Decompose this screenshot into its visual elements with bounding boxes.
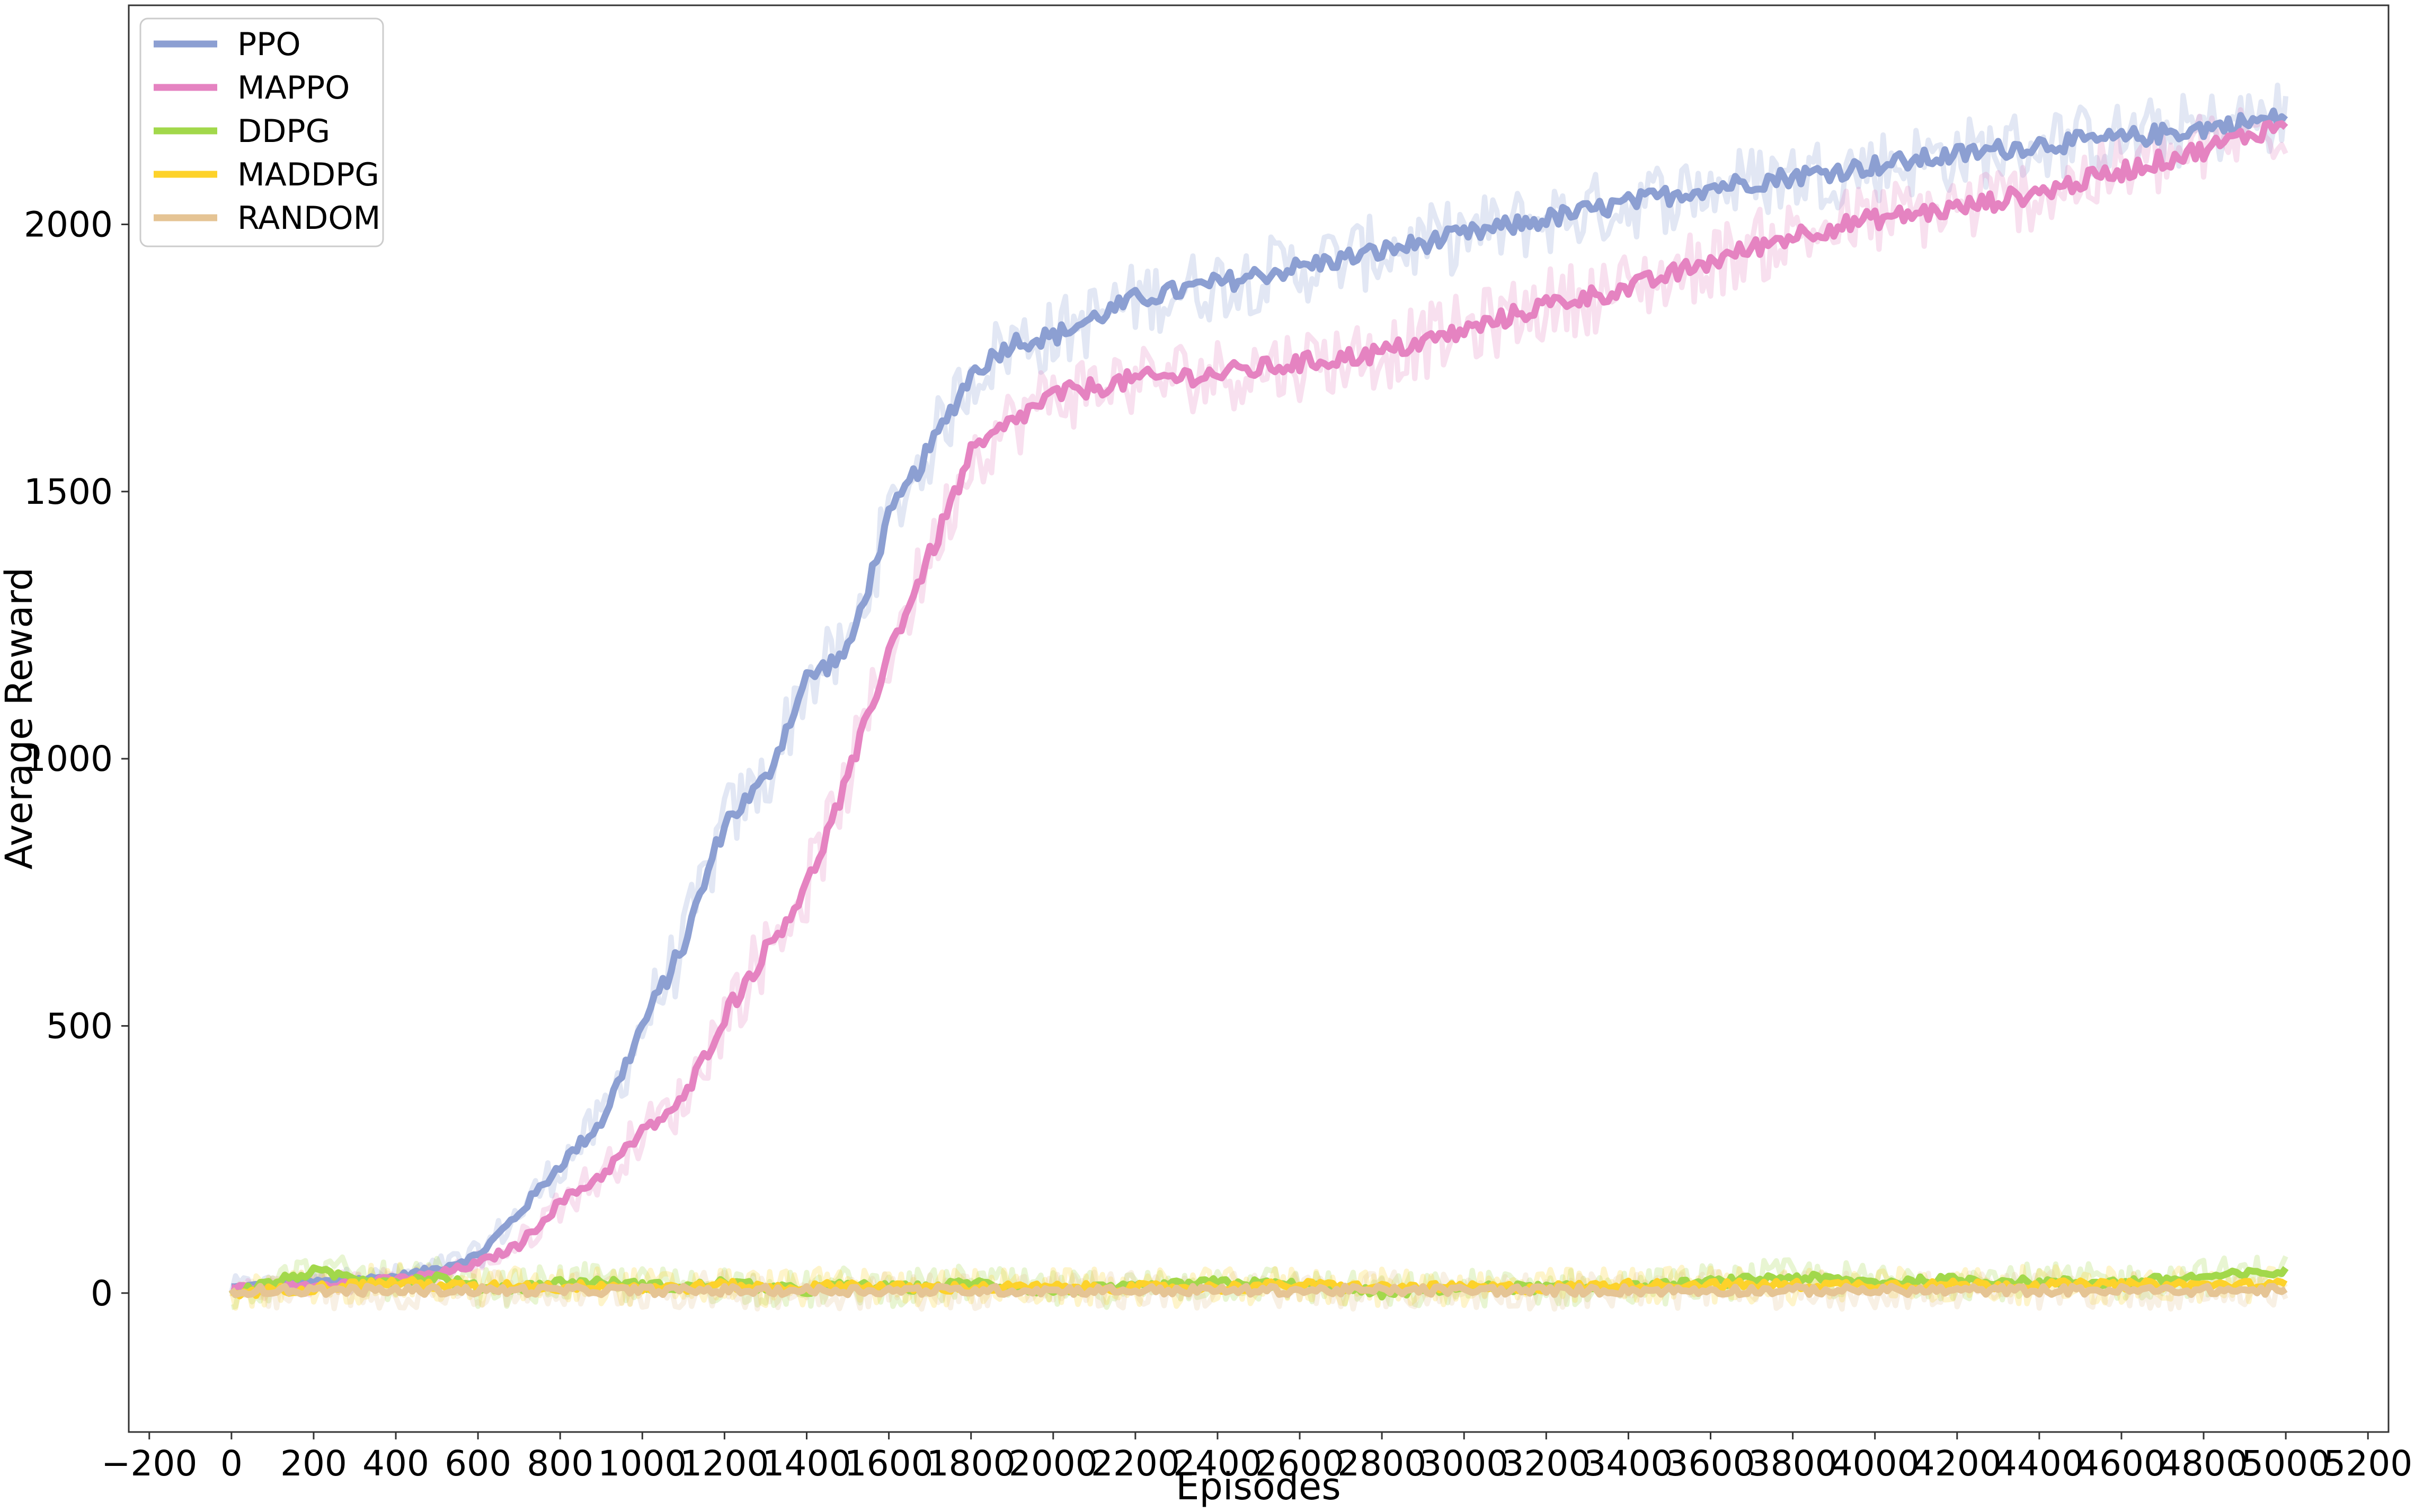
x-axis: −200 0 200 400 600 800 10001200140016001800200… — [101, 1432, 2412, 1484]
x-tick-label: −200 — [101, 1443, 197, 1484]
x-axis-label: Episodes — [1176, 1465, 1340, 1508]
y-tick-label: 2000 — [24, 204, 113, 245]
x-tick-label: 1600 — [845, 1443, 934, 1484]
x-tick-label: 600 — [445, 1443, 511, 1484]
x-tick-label: 4800 — [2159, 1443, 2248, 1484]
legend-label-ddpg: DDPG — [237, 113, 330, 150]
y-tick-label: 0 — [91, 1273, 113, 1314]
x-tick-label: 5000 — [2241, 1443, 2330, 1484]
x-tick-label: 4400 — [1995, 1443, 2084, 1484]
legend-label-random: RANDOM — [237, 200, 380, 237]
x-tick-label: 1200 — [680, 1443, 769, 1484]
x-tick-label: 200 — [280, 1443, 347, 1484]
legend-label-mappo: MAPPO — [237, 69, 350, 106]
x-tick-label: 4000 — [1831, 1443, 1920, 1484]
x-tick-label: 1400 — [762, 1443, 851, 1484]
x-tick-label: 1000 — [598, 1443, 687, 1484]
x-tick-label: 4200 — [1913, 1443, 2002, 1484]
legend-label-ppo: PPO — [237, 26, 301, 63]
x-tick-label: 3800 — [1748, 1443, 1837, 1484]
x-tick-label: 5200 — [2323, 1443, 2412, 1484]
legend-box — [139, 17, 384, 247]
series-line-ppo — [231, 107, 2288, 1293]
plot-area-frame — [128, 4, 2390, 1433]
y-axis-label: Average Reward — [0, 567, 41, 869]
x-tick-label: 1800 — [927, 1443, 1016, 1484]
y-tick-label: 500 — [46, 1006, 113, 1046]
x-tick-label: 3400 — [1584, 1443, 1673, 1484]
y-tick-label: 1500 — [24, 472, 113, 512]
x-tick-label: 4600 — [2077, 1443, 2166, 1484]
x-tick-label: 2600 — [1255, 1443, 1344, 1484]
series-line-random — [228, 1283, 2288, 1298]
legend: PPO MAPPO DDPG MADDPG RANDOM — [139, 17, 384, 247]
x-tick-label: 2400 — [1173, 1443, 1262, 1484]
x-tick-label: 800 — [527, 1443, 593, 1484]
x-tick-label: 400 — [362, 1443, 429, 1484]
x-tick-label: 3600 — [1666, 1443, 1755, 1484]
series-line-mappo — [230, 120, 2288, 1293]
legend-label-maddpg: MADDPG — [237, 156, 379, 193]
series-lines-layer — [228, 107, 2289, 1301]
x-tick-label: 3000 — [1419, 1443, 1508, 1484]
x-tick-label: 2200 — [1091, 1443, 1180, 1484]
y-tick-label: 1000 — [24, 739, 113, 779]
y-axis: 0 500 1000 1500 2000 — [24, 204, 129, 1314]
x-tick-label: 2800 — [1337, 1443, 1426, 1484]
x-tick-label: 3200 — [1502, 1443, 1591, 1484]
x-tick-label: 0 — [220, 1443, 243, 1484]
x-tick-label: 2000 — [1009, 1443, 1098, 1484]
series-band-ppo — [229, 82, 2289, 1296]
